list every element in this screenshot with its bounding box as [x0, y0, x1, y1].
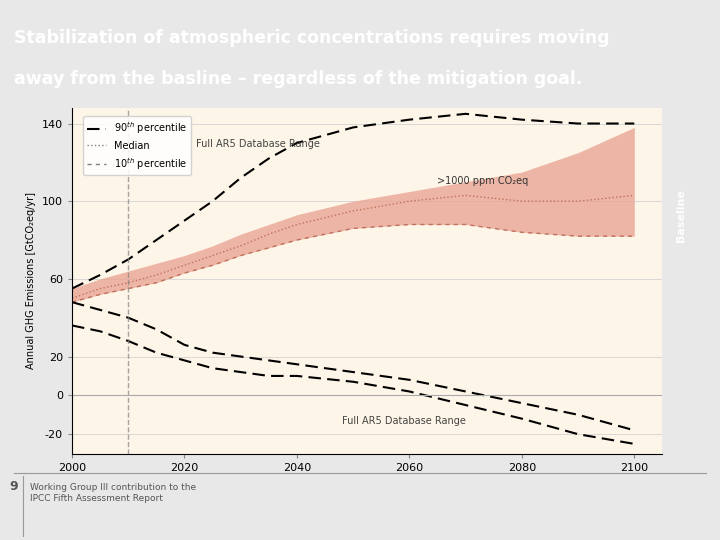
Text: Baseline: Baseline — [676, 190, 686, 242]
Text: Full AR5 Database Range: Full AR5 Database Range — [196, 139, 320, 149]
Text: >1000 ppm CO₂eq: >1000 ppm CO₂eq — [438, 176, 528, 186]
Y-axis label: Annual GHG Emissions [GtCO₂eq/yr]: Annual GHG Emissions [GtCO₂eq/yr] — [27, 192, 36, 369]
Text: 9: 9 — [9, 480, 18, 492]
Text: Stabilization of atmospheric concentrations requires moving: Stabilization of atmospheric concentrati… — [14, 29, 610, 47]
Legend: 90$^{th}$ percentile, Median, 10$^{th}$ percentile: 90$^{th}$ percentile, Median, 10$^{th}$ … — [83, 116, 191, 176]
Text: Working Group III contribution to the
IPCC Fifth Assessment Report: Working Group III contribution to the IP… — [30, 483, 197, 503]
Text: away from the basline – regardless of the mitigation goal.: away from the basline – regardless of th… — [14, 70, 582, 88]
Text: Full AR5 Database Range: Full AR5 Database Range — [342, 416, 466, 427]
